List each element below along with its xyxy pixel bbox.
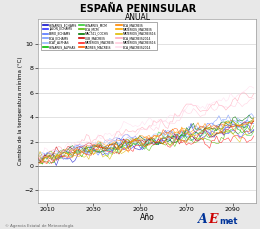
Legend: HENARES_ECHAMS, JALON_ECHAMS, EBRO_ECHAMS, BCA_ECHAMS, BCAT_ALPHAS, HENARES_ALPH: HENARES_ECHAMS, JALON_ECHAMS, EBRO_ECHAM… [41, 22, 157, 50]
Text: © Agencia Estatal de Meteorología: © Agencia Estatal de Meteorología [5, 224, 74, 228]
Text: ANUAL: ANUAL [125, 13, 151, 22]
Y-axis label: Cambio de la temperatura mínima (°C): Cambio de la temperatura mínima (°C) [17, 57, 23, 165]
X-axis label: Año: Año [140, 213, 154, 222]
Text: E: E [208, 213, 218, 226]
Text: met: met [220, 217, 238, 226]
Text: ESPAÑA PENINSULAR: ESPAÑA PENINSULAR [80, 3, 196, 14]
Text: A: A [198, 213, 207, 226]
